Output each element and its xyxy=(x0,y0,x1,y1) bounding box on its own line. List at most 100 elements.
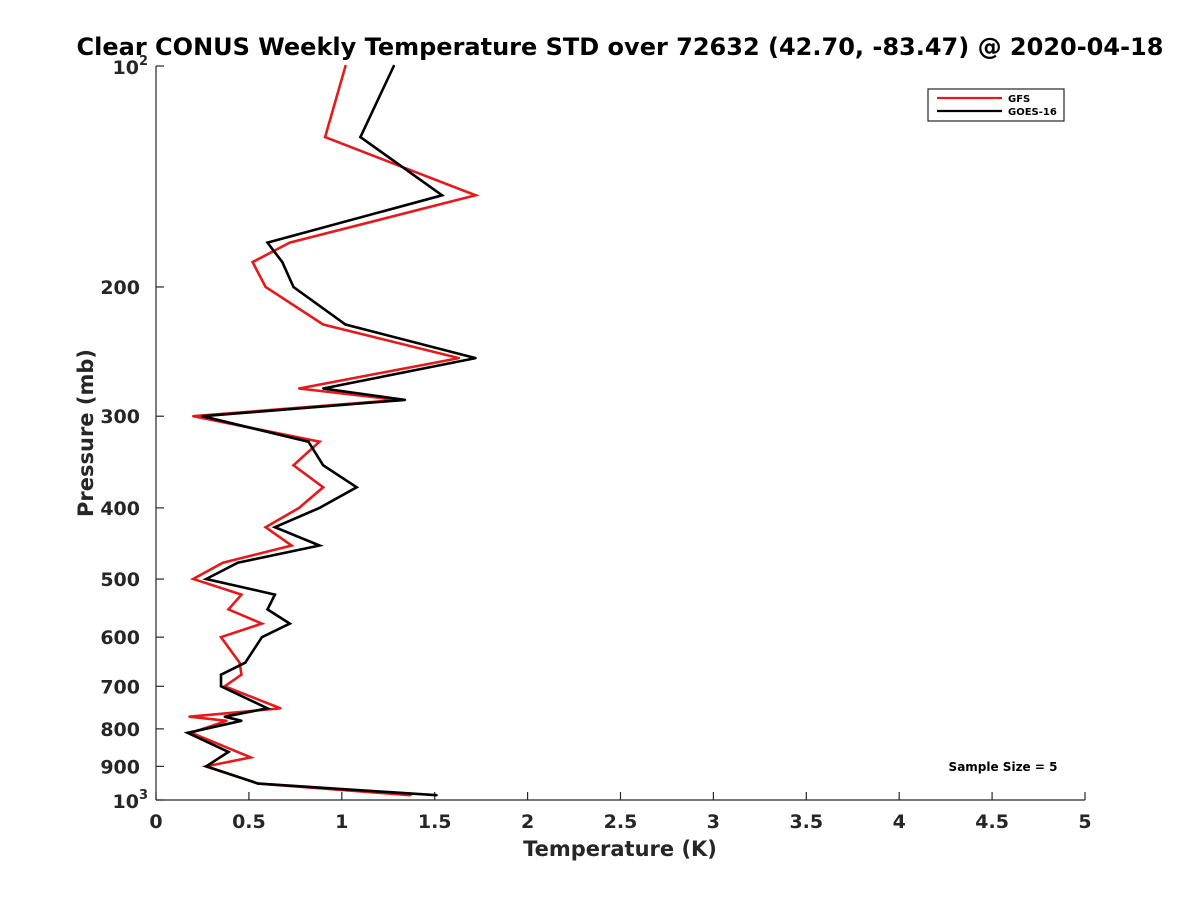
data-point-goes16 xyxy=(223,715,226,718)
x-tick-label: 3 xyxy=(707,811,720,833)
legend-box xyxy=(927,88,1065,122)
x-ticks: 0 0.5 1 1.5 2 2.5 3 3.5 4 4.5 5 xyxy=(149,792,1092,833)
data-point-goes16 xyxy=(240,719,243,722)
y-tick-label: 102 xyxy=(113,54,149,79)
data-point-goes16 xyxy=(273,593,277,596)
data-point-goes16 xyxy=(403,398,407,402)
data-point-gfs xyxy=(457,356,461,360)
y-tick-label: 900 xyxy=(100,756,140,778)
y-tick-label: 600 xyxy=(100,627,140,649)
data-point-gfs xyxy=(240,593,243,596)
data-point-gfs xyxy=(238,661,241,664)
data-point-goes16 xyxy=(359,135,362,139)
data-point-gfs xyxy=(318,440,321,443)
y-tick-label: 500 xyxy=(100,569,140,591)
data-point-goes16 xyxy=(392,64,396,68)
series-layer xyxy=(183,64,480,797)
chart-title: Clear CONUS Weekly Temperature STD over … xyxy=(77,33,1164,61)
data-point-goes16 xyxy=(204,765,208,768)
data-point-goes16 xyxy=(256,782,260,785)
data-point-goes16 xyxy=(288,622,291,625)
data-point-goes16 xyxy=(266,707,269,710)
data-point-gfs xyxy=(227,608,230,611)
data-point-goes16 xyxy=(307,440,310,443)
data-point-goes16 xyxy=(322,464,325,467)
data-point-goes16 xyxy=(355,486,358,489)
x-tick-label: 5 xyxy=(1078,811,1091,833)
x-tick-label: 4.5 xyxy=(975,811,1009,833)
data-point-gfs xyxy=(260,622,264,625)
x-tick-label: 3.5 xyxy=(789,811,823,833)
data-point-goes16 xyxy=(266,608,269,611)
data-point-gfs xyxy=(322,486,325,489)
data-point-goes16 xyxy=(435,793,438,797)
y-tick-exponent: 2 xyxy=(139,54,148,69)
data-point-gfs xyxy=(344,64,347,68)
data-point-gfs xyxy=(191,415,195,418)
data-point-goes16 xyxy=(318,544,321,547)
data-point-gfs xyxy=(191,577,195,581)
data-point-gfs xyxy=(188,715,191,718)
data-point-gfs xyxy=(297,506,301,510)
data-point-gfs xyxy=(474,194,477,197)
legend-label-gfs: GFS xyxy=(1008,94,1030,105)
data-point-goes16 xyxy=(236,561,239,564)
data-point-goes16 xyxy=(440,194,444,197)
x-tick-label: 1 xyxy=(335,811,348,833)
y-tick-label: 300 xyxy=(100,406,140,428)
data-point-gfs xyxy=(249,756,252,759)
data-point-gfs xyxy=(225,719,228,722)
series-line-goes16 xyxy=(183,65,476,797)
data-point-goes16 xyxy=(219,685,223,688)
y-tick-exponent: 3 xyxy=(139,788,148,803)
data-point-goes16 xyxy=(260,635,264,639)
y-tick-label: 103 xyxy=(113,788,149,813)
data-point-goes16 xyxy=(322,387,325,390)
data-point-gfs xyxy=(297,387,301,390)
data-point-gfs xyxy=(251,260,254,264)
y-tick-label: 400 xyxy=(100,498,140,520)
data-point-gfs xyxy=(292,464,295,467)
data-point-gfs xyxy=(219,635,223,639)
data-point-gfs xyxy=(288,241,291,244)
data-point-gfs xyxy=(240,673,243,676)
x-tick-label: 2 xyxy=(521,811,534,833)
data-point-goes16 xyxy=(204,577,208,581)
data-point-goes16 xyxy=(474,356,477,360)
sample-size-annotation: Sample Size = 5 xyxy=(949,760,1058,774)
x-tick-label: 2.5 xyxy=(604,811,638,833)
data-point-goes16 xyxy=(219,673,223,676)
legend-label-goes16: GOES-16 xyxy=(1008,107,1057,118)
data-point-gfs xyxy=(264,526,267,529)
y-tick-label: 800 xyxy=(100,719,140,741)
x-tick-label: 0 xyxy=(149,811,162,833)
data-point-gfs xyxy=(264,285,267,289)
data-point-gfs xyxy=(290,544,293,547)
data-point-goes16 xyxy=(281,260,284,264)
data-point-gfs xyxy=(279,707,282,710)
data-point-goes16 xyxy=(201,415,204,418)
data-point-goes16 xyxy=(227,750,230,754)
x-tick-label: 4 xyxy=(893,811,906,833)
data-point-gfs xyxy=(323,135,327,139)
y-axis-label: Pressure (mb) xyxy=(74,349,98,517)
y-tick-label: 200 xyxy=(100,277,140,299)
y-tick-base: 10 xyxy=(113,57,139,79)
data-point-goes16 xyxy=(243,661,247,664)
x-tick-label: 0.5 xyxy=(232,811,266,833)
data-point-goes16 xyxy=(318,506,321,510)
data-point-goes16 xyxy=(344,323,347,326)
legend: GFS GOES-16 xyxy=(927,88,1065,122)
data-point-goes16 xyxy=(292,285,295,289)
data-point-goes16 xyxy=(266,241,269,244)
y-tick-base: 10 xyxy=(113,791,139,813)
data-point-gfs xyxy=(322,323,325,326)
x-tick-label: 1.5 xyxy=(418,811,452,833)
x-axis-label: Temperature (K) xyxy=(523,837,717,861)
y-tick-label: 700 xyxy=(100,676,140,698)
series-line-gfs xyxy=(187,65,480,797)
data-point-goes16 xyxy=(273,526,277,529)
